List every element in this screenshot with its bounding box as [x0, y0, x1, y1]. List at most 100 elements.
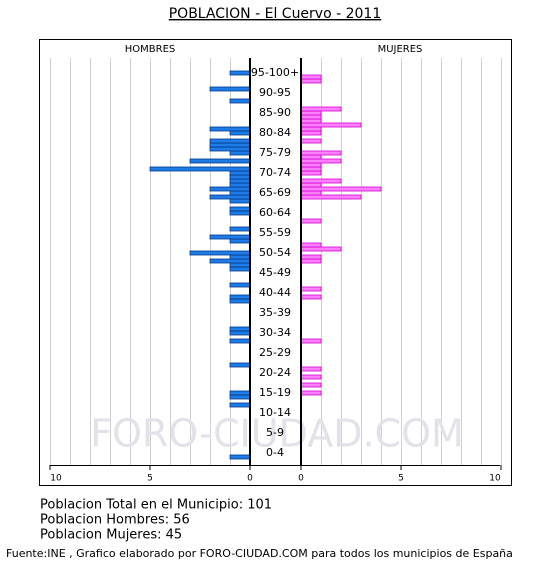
- bar: [189, 250, 251, 256]
- bar: [300, 286, 322, 292]
- bar: [229, 298, 251, 304]
- stat: Poblacion Mujeres: 45: [40, 528, 182, 543]
- bar: [300, 182, 322, 188]
- age-group-label: 90-95: [259, 86, 291, 99]
- bar: [300, 294, 322, 300]
- age-group-label: 85-90: [259, 106, 291, 119]
- age-group-label: 60-64: [259, 206, 291, 219]
- bar: [229, 262, 251, 268]
- age-group-label: 45-49: [259, 266, 291, 279]
- bar: [300, 126, 322, 132]
- bar: [229, 98, 251, 104]
- bar: [300, 170, 322, 176]
- age-group-label: 50-54: [259, 246, 291, 259]
- bars: [149, 70, 382, 460]
- x-tick-label: 0: [298, 474, 304, 484]
- x-tick-label: 10: [50, 474, 62, 484]
- bar: [229, 266, 251, 272]
- bar: [229, 390, 251, 396]
- age-group-label: 0-4: [266, 446, 284, 459]
- bar: [300, 242, 322, 248]
- frame: [39, 39, 512, 486]
- source: Fuente:INE , Grafico elaborado por FORO-…: [6, 547, 513, 560]
- age-group-label: 65-69: [259, 186, 291, 199]
- bar: [209, 142, 251, 148]
- bar: [300, 114, 322, 120]
- bar: [229, 454, 251, 460]
- x-tick-label: 5: [398, 474, 404, 484]
- age-group-label: 5-9: [266, 426, 284, 439]
- bar: [300, 154, 322, 160]
- bar: [229, 70, 251, 76]
- age-group-label: 55-59: [259, 226, 291, 239]
- age-group-label: 40-44: [259, 286, 291, 299]
- bar: [229, 282, 251, 288]
- bar: [229, 210, 251, 216]
- bar: [209, 126, 251, 132]
- bar: [229, 254, 251, 260]
- age-group-label: 20-24: [259, 366, 291, 379]
- bar: [229, 130, 251, 136]
- bar: [300, 130, 322, 136]
- bar: [300, 162, 322, 168]
- bar: [189, 158, 251, 164]
- bar: [229, 338, 251, 344]
- bar: [209, 146, 251, 152]
- bar: [300, 122, 362, 128]
- chart-title: POBLACION - El Cuervo - 2011: [169, 6, 382, 22]
- bar: [229, 326, 251, 332]
- bar: [300, 390, 322, 396]
- bar: [300, 258, 322, 264]
- bar: [209, 86, 251, 92]
- age-group-label: 35-39: [259, 306, 291, 319]
- bar: [300, 106, 342, 112]
- bar: [300, 246, 342, 252]
- bar: [229, 362, 251, 368]
- right-label: MUJERES: [378, 44, 423, 55]
- bar: [229, 330, 251, 336]
- bar: [300, 178, 342, 184]
- bar: [229, 170, 251, 176]
- bar: [300, 138, 322, 144]
- age-group-label: 30-34: [259, 326, 291, 339]
- bar: [209, 258, 251, 264]
- watermark: FORO-CIUDAD.COM: [90, 412, 464, 456]
- bar: [300, 186, 382, 192]
- age-group-label: 75-79: [259, 146, 291, 159]
- bar: [229, 182, 251, 188]
- age-group-label: 25-29: [259, 346, 291, 359]
- bar: [229, 190, 251, 196]
- bar: [229, 178, 251, 184]
- bar: [229, 226, 251, 232]
- bar: [300, 118, 322, 124]
- bar: [300, 374, 322, 380]
- bar: [209, 234, 251, 240]
- bar: [300, 382, 322, 388]
- bar: [300, 338, 322, 344]
- bar: [209, 186, 251, 192]
- bar: [300, 158, 342, 164]
- x-tick-label: 0: [247, 474, 253, 484]
- bar: [229, 150, 251, 156]
- bar: [300, 166, 322, 172]
- left-label: HOMBRES: [125, 44, 176, 55]
- x-tick-label: 5: [147, 474, 153, 484]
- bar: [300, 218, 322, 224]
- bar: [300, 150, 342, 156]
- bar: [229, 394, 251, 400]
- bar: [300, 194, 362, 200]
- bar: [229, 294, 251, 300]
- age-group-label: 15-19: [259, 386, 291, 399]
- bar: [300, 190, 322, 196]
- bar: [300, 110, 322, 116]
- bar: [300, 74, 322, 80]
- bar: [209, 194, 251, 200]
- bar: [300, 78, 322, 84]
- age-group-label: 10-14: [259, 406, 291, 419]
- bar: [229, 198, 251, 204]
- stat: Poblacion Hombres: 56: [40, 513, 190, 528]
- age-group-label: 80-84: [259, 126, 291, 139]
- bar: [229, 238, 251, 244]
